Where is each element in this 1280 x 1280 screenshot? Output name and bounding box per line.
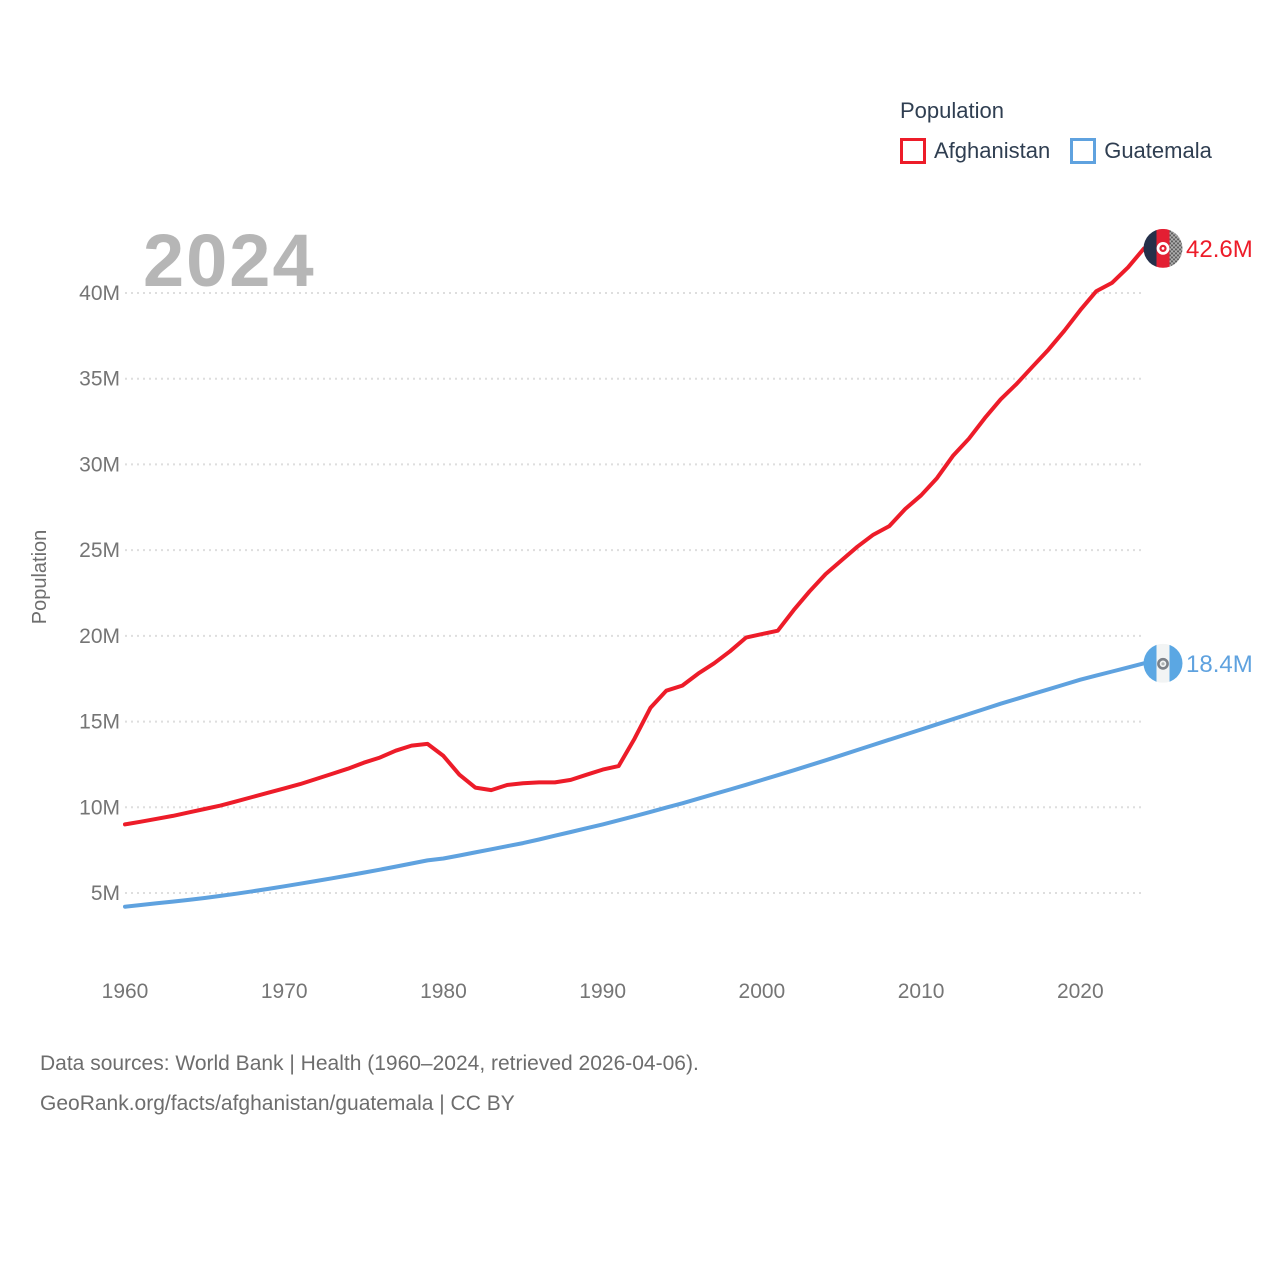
legend-items: Afghanistan Guatemala	[900, 138, 1212, 164]
afghanistan-end-label: 42.6M	[1186, 236, 1253, 263]
footer-datasource: Data sources: World Bank | Health (1960–…	[40, 1052, 699, 1075]
legend-item-label: Afghanistan	[934, 138, 1051, 163]
y-axis-label-5M: 5M	[91, 882, 120, 905]
year-watermark: 2024	[143, 219, 316, 302]
legend-item-afghanistan[interactable]: Afghanistan	[900, 138, 1050, 164]
guatemala-line[interactable]	[123, 661, 1157, 909]
x-axis-label-2010: 2010	[898, 980, 945, 1003]
x-axis-label-1980: 1980	[420, 980, 467, 1003]
chart-footer: Data sources: World Bank | Health (1960–…	[40, 1044, 699, 1124]
x-axis-label-1960: 1960	[102, 980, 149, 1003]
y-axis-label-15M: 15M	[79, 711, 120, 734]
y-axis-label-35M: 35M	[79, 368, 120, 391]
guatemala-end-label: 18.4M	[1186, 651, 1253, 678]
legend-title: Population	[900, 98, 1004, 123]
legend-item-label: Guatemala	[1104, 138, 1212, 163]
legend-item-guatemala[interactable]: Guatemala	[1070, 138, 1212, 164]
x-axis-label-1990: 1990	[579, 980, 626, 1003]
y-axis-label-30M: 30M	[79, 453, 120, 476]
y-axis-label-20M: 20M	[79, 625, 120, 648]
afghanistan-flag-icon	[1143, 228, 1183, 268]
legend: Population Afghanistan Guatemala	[900, 98, 1212, 164]
guatemala-flag-icon	[1143, 643, 1183, 683]
y-axis-label-40M: 40M	[79, 282, 120, 305]
x-axis-label-2000: 2000	[739, 980, 786, 1003]
y-axis-label-25M: 25M	[79, 539, 120, 562]
afghanistan-series-swatch	[900, 138, 926, 164]
y-axis-title: Population	[29, 530, 51, 625]
footer-attribution: GeoRank.org/facts/afghanistan/guatemala …	[40, 1092, 515, 1115]
guatemala-series-swatch	[1070, 138, 1097, 164]
y-axis-label-10M: 10M	[79, 796, 120, 819]
afghanistan-line[interactable]	[123, 246, 1157, 827]
x-axis-label-2020: 2020	[1057, 980, 1104, 1003]
x-axis-label-1970: 1970	[261, 980, 308, 1003]
